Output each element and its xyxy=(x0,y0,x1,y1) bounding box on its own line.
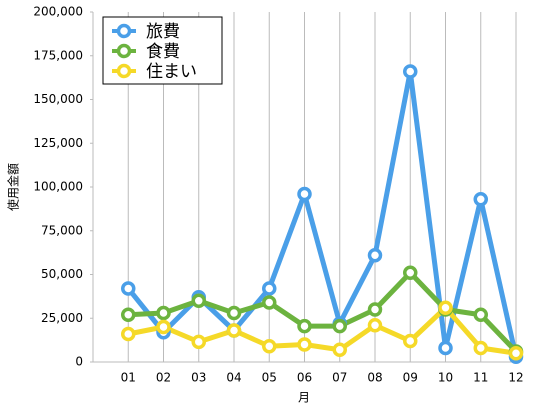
data-point xyxy=(332,318,347,334)
y-tick-label: 75,000 xyxy=(41,223,83,237)
x-tick-label: 02 xyxy=(156,371,171,385)
y-axis-label: 使用金額 xyxy=(6,163,21,211)
x-tick-label: 09 xyxy=(403,371,418,385)
series-line xyxy=(127,305,517,356)
legend-marker xyxy=(116,23,132,39)
x-tick-label: 03 xyxy=(191,371,206,385)
data-point xyxy=(156,305,171,321)
data-point xyxy=(297,186,312,202)
data-point xyxy=(367,248,383,263)
data-point xyxy=(473,192,488,207)
y-tick-label: 200,000 xyxy=(33,5,83,19)
y-tick-label: 150,000 xyxy=(33,92,83,106)
data-point xyxy=(403,64,418,79)
data-point xyxy=(332,342,347,357)
x-tick-label: 10 xyxy=(438,371,453,385)
x-tick-label: 01 xyxy=(121,371,136,385)
x-tick-label: 07 xyxy=(332,371,347,385)
legend-label: 旅費 xyxy=(146,22,180,42)
data-point xyxy=(226,323,242,338)
x-tick-label: 12 xyxy=(508,371,523,385)
y-tick-label: 25,000 xyxy=(41,311,83,325)
data-point xyxy=(121,326,136,342)
x-tick-label: 08 xyxy=(367,371,382,385)
legend-label: 住まい xyxy=(146,62,197,82)
data-point xyxy=(367,318,383,333)
y-tick-label: 125,000 xyxy=(33,136,83,150)
y-tick-label: 175,000 xyxy=(33,48,83,62)
data-point xyxy=(262,295,277,310)
data-point xyxy=(121,281,136,296)
data-point xyxy=(367,302,383,317)
data-point xyxy=(438,300,453,315)
x-tick-label: 06 xyxy=(297,371,312,385)
x-tick-label: 04 xyxy=(226,371,241,385)
data-point xyxy=(262,281,277,296)
data-point xyxy=(226,305,242,321)
legend-marker xyxy=(116,63,132,79)
data-point xyxy=(473,340,488,356)
data-point xyxy=(191,334,206,350)
x-tick-label: 05 xyxy=(262,371,277,385)
y-tick-label: 50,000 xyxy=(41,267,83,281)
legend-label: 食費 xyxy=(146,42,180,62)
data-point xyxy=(262,339,277,354)
y-tick-label: 100,000 xyxy=(33,180,83,194)
x-axis-label: 月 xyxy=(298,391,310,405)
data-point xyxy=(297,337,312,352)
data-point xyxy=(156,319,171,335)
series-line xyxy=(126,69,519,358)
data-point xyxy=(297,318,312,334)
data-point xyxy=(403,333,418,349)
data-point xyxy=(191,293,206,308)
data-point xyxy=(508,346,524,361)
data-point xyxy=(403,265,418,280)
data-point xyxy=(121,307,136,322)
data-point xyxy=(473,307,488,322)
legend-marker xyxy=(116,43,132,59)
data-point xyxy=(438,340,453,356)
x-tick-label: 11 xyxy=(473,371,488,385)
y-tick-label: 0 xyxy=(75,355,83,369)
